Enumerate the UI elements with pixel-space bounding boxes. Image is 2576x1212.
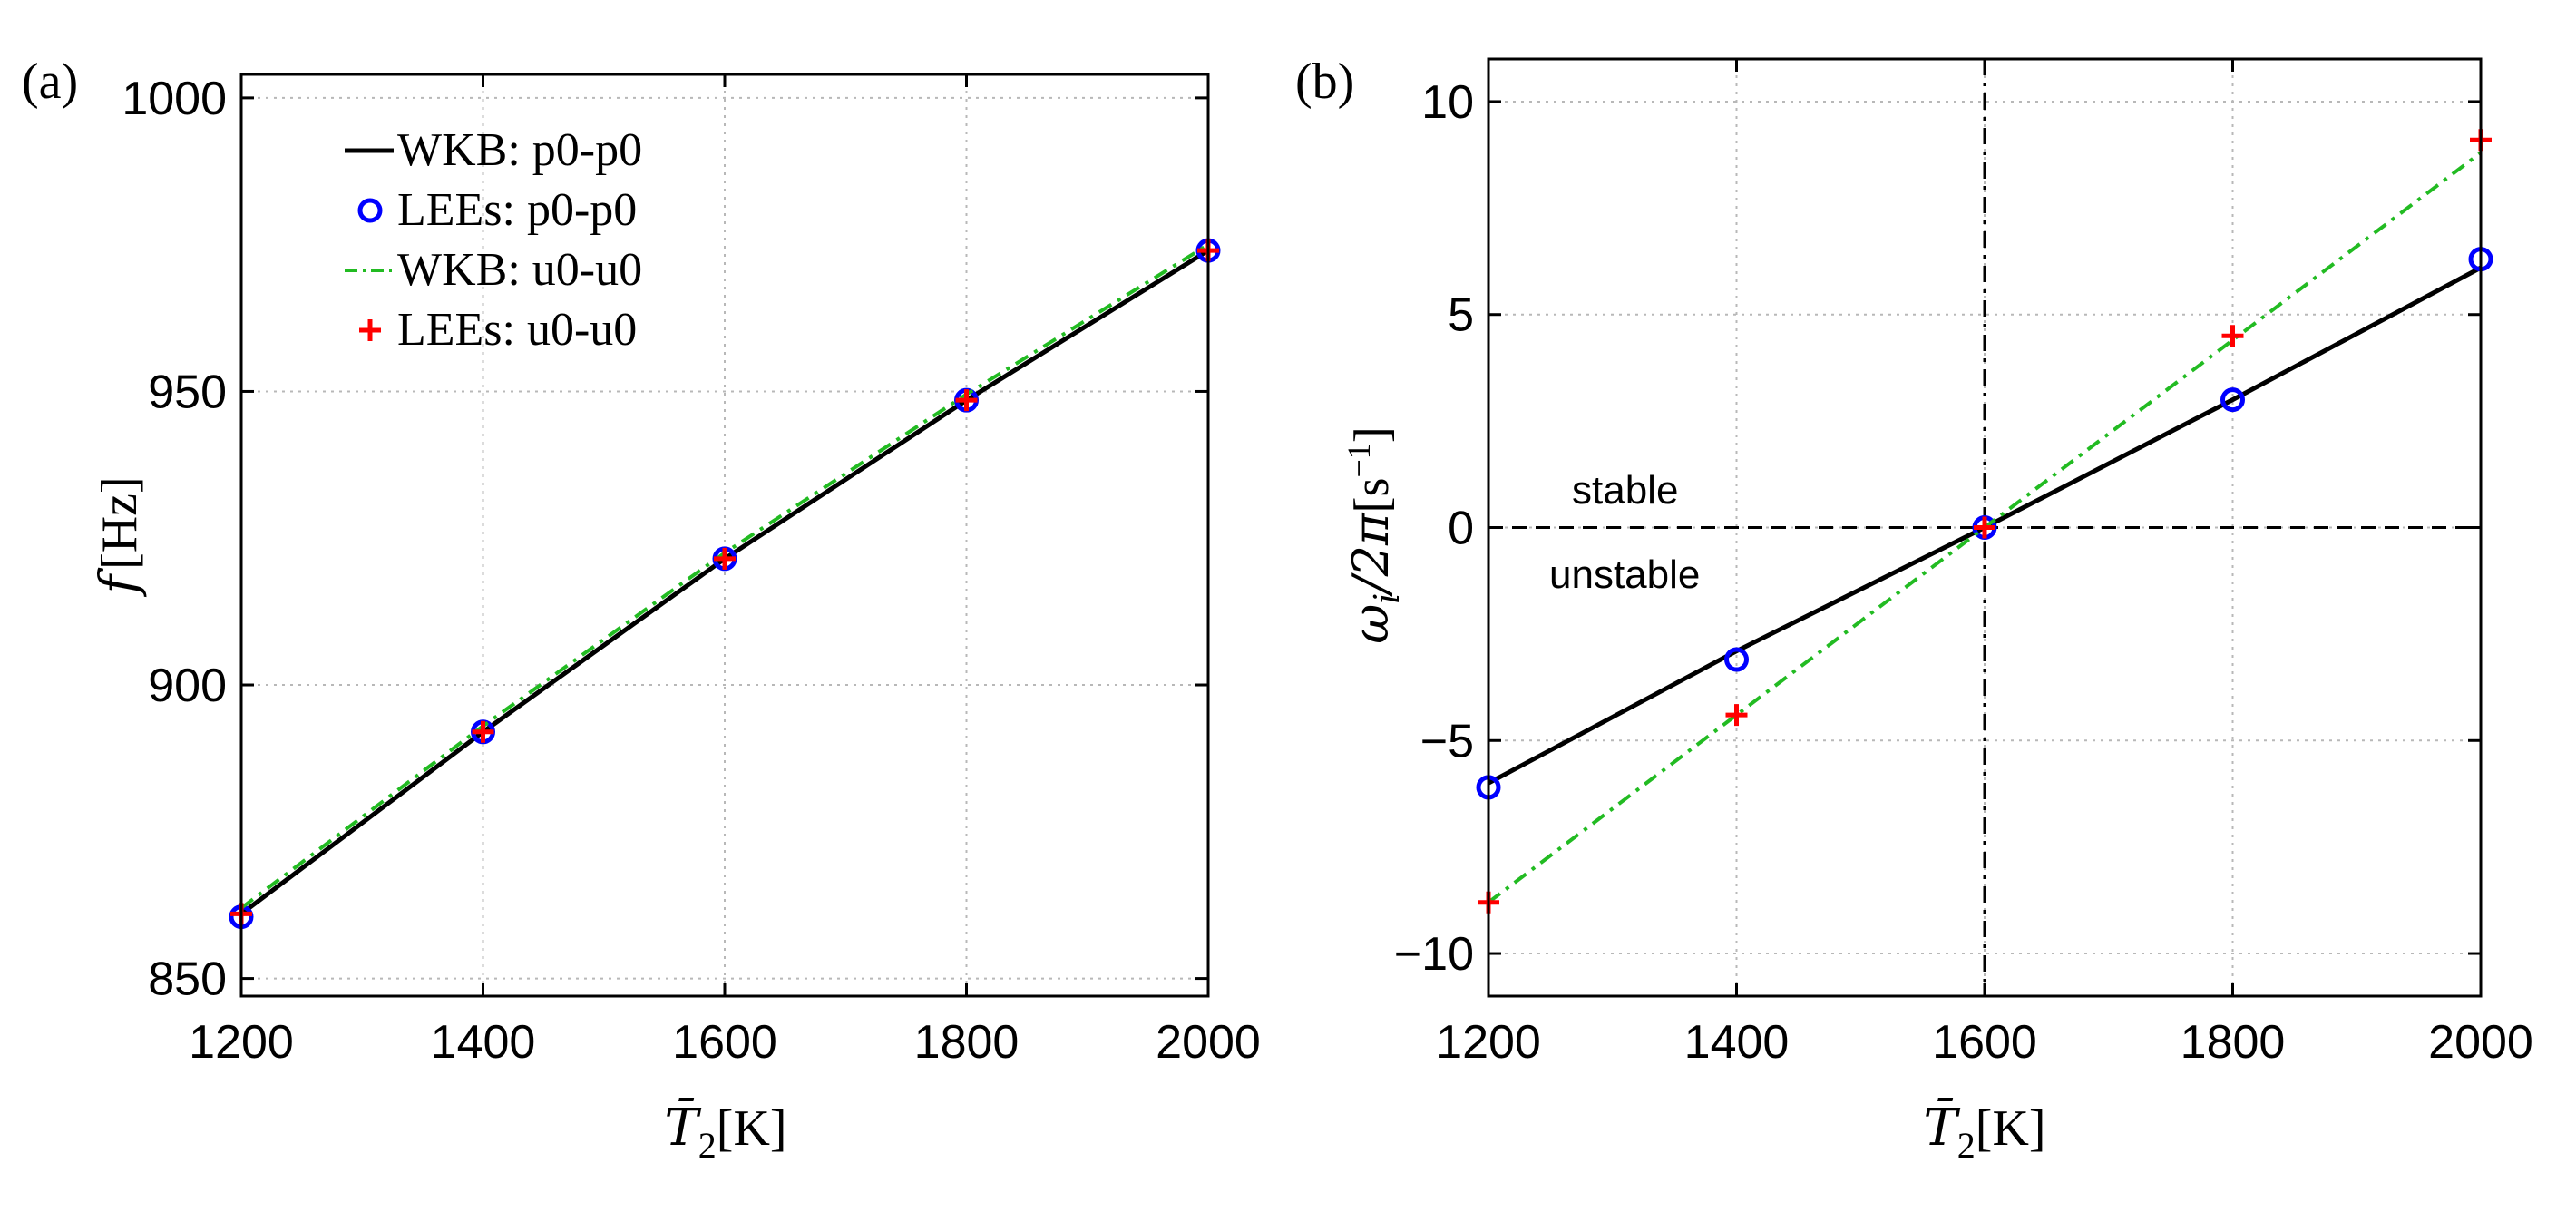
y-tick-label: 850	[148, 953, 227, 1006]
x-tick-label: 1800	[2181, 1016, 2286, 1069]
x-tick-label: 1200	[189, 1016, 294, 1069]
panel-a-xlabel: T̄2[K]	[664, 1097, 786, 1166]
legend-entry-wkb-u0: WKB: u0-u0	[345, 244, 642, 296]
annotation-unstable: unstable	[1549, 552, 1700, 597]
x-tick-label: 1600	[672, 1016, 777, 1069]
legend-entry-wkb-p0: WKB: p0-p0	[345, 124, 642, 176]
legend-label-lees-p0: LEEs: p0-p0	[397, 184, 637, 236]
legend-label-lees-u0: LEEs: u0-u0	[397, 304, 637, 356]
x-tick-label: 1400	[431, 1016, 536, 1069]
data-point-plus	[2221, 325, 2244, 347]
x-tick-label: 2000	[1156, 1016, 1261, 1069]
legend: WKB: p0-p0 LEEs: p0-p0 WKB: u0-u0 LEEs: …	[345, 124, 642, 356]
panel-b-ylabel-unit: [s	[1344, 478, 1399, 513]
legend-swatch-lees-u0	[359, 319, 381, 341]
x-tick-label: 1800	[914, 1016, 1020, 1069]
legend-swatch-lees-p0	[357, 198, 383, 223]
legend-label-wkb-u0: WKB: u0-u0	[397, 244, 642, 296]
x-tick-label: 1600	[1932, 1016, 2037, 1069]
data-point-circle	[2220, 387, 2245, 413]
data-point-plus	[472, 720, 494, 743]
legend-entry-lees-u0: LEEs: u0-u0	[359, 304, 637, 356]
panel-a-axes-frame	[239, 73, 1210, 998]
panel-b-ylabel-exp: −1	[1341, 443, 1377, 477]
panel-b-label: (b)	[1295, 54, 1354, 110]
panel-b-ticks: 1200 1400 1600 1800 2000 −10 −5 0 5 10	[1394, 59, 2533, 1069]
panel-b-xlabel-symbol: T̄	[1923, 1097, 1960, 1158]
panel-a-ylabel: f[Hz]	[90, 476, 149, 597]
y-tick-label: 10	[1421, 76, 1474, 129]
panel-b-xlabel-sub: 2	[1957, 1125, 1976, 1166]
panel-b-ylabel-close: ]	[1344, 426, 1399, 443]
x-tick-label: 2000	[2428, 1016, 2533, 1069]
annotation-stable: stable	[1572, 468, 1678, 513]
panel-b-xlabel: T̄2[K]	[1923, 1097, 2045, 1166]
panel-b-ylabel: ωi/2π[s−1]	[1341, 426, 1407, 644]
y-tick-label: −10	[1394, 928, 1474, 981]
y-tick-label: 950	[148, 366, 227, 418]
panel-b-ylabel-sub: i	[1367, 593, 1407, 604]
panel-b: (b) 1200 1400 1600 1800 2000 −10 −5 0 5 10 stable…	[1295, 54, 2533, 1166]
data-point-plus	[955, 389, 978, 412]
x-tick-label: 1200	[1436, 1016, 1541, 1069]
panel-b-ylabel-mid: /2π	[1342, 512, 1400, 598]
y-tick-label: 5	[1448, 289, 1474, 342]
panel-a-xlabel-sub: 2	[698, 1125, 717, 1166]
data-point-circle	[1724, 647, 1749, 672]
legend-label-wkb-p0: WKB: p0-p0	[397, 124, 642, 176]
panel-a-ylabel-symbol: f	[90, 567, 149, 598]
legend-entry-lees-p0: LEEs: p0-p0	[357, 184, 637, 236]
y-tick-label: 1000	[122, 73, 227, 125]
panel-a-grid	[241, 74, 1208, 996]
data-point-plus	[714, 547, 736, 570]
panel-b-ylabel-main: ω	[1342, 604, 1400, 644]
panel-a-ylabel-unit: [Hz]	[92, 476, 148, 570]
panel-a-xlabel-symbol: T̄	[664, 1097, 701, 1158]
panel-a-xlabel-unit: [K]	[717, 1100, 787, 1157]
series-lees-p0-p0	[229, 238, 1221, 930]
panel-a-ticks: 1200 1400 1600 1800 2000 850 900 950 1000	[122, 73, 1261, 1069]
y-tick-label: −5	[1420, 715, 1474, 767]
panel-b-plot-area	[1476, 129, 2493, 914]
data-point-plus	[1974, 516, 1995, 539]
y-tick-label: 900	[148, 660, 227, 712]
x-tick-label: 1400	[1684, 1016, 1790, 1069]
y-tick-label: 0	[1448, 503, 1474, 555]
data-point-plus	[1725, 704, 1748, 727]
panel-a-label: (a)	[22, 54, 78, 110]
panel-b-xlabel-unit: [K]	[1976, 1100, 2046, 1157]
